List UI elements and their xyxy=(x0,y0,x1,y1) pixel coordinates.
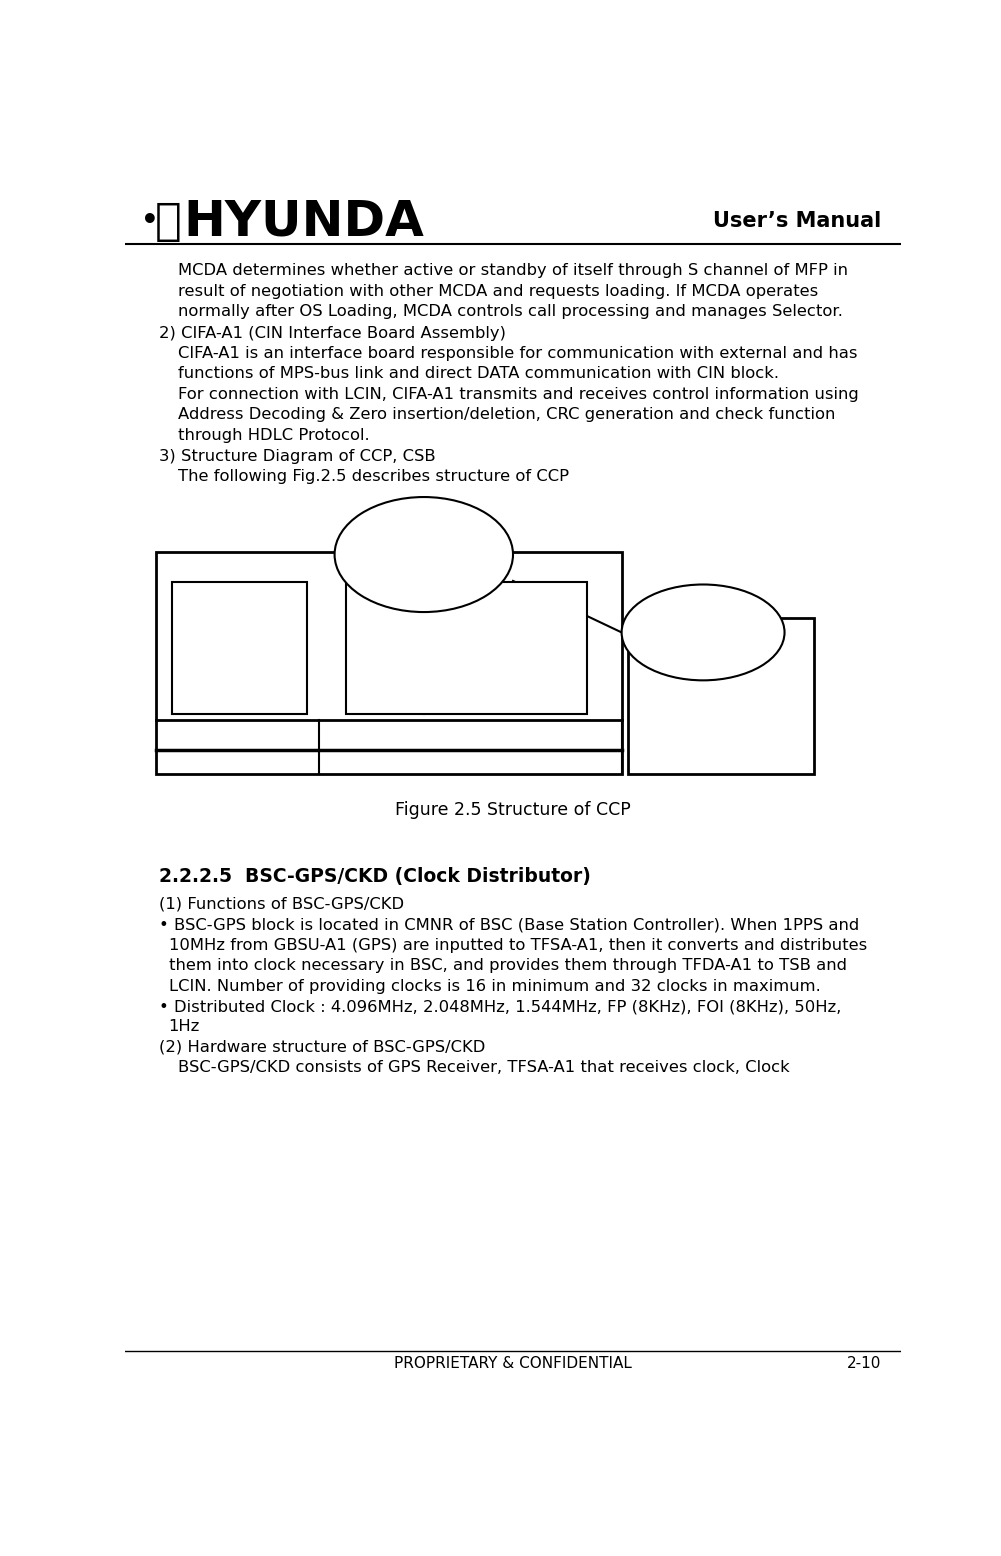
Text: CIFA-A1: CIFA-A1 xyxy=(435,641,497,655)
Text: HYUNDA: HYUNDA xyxy=(183,198,424,246)
Text: The following Fig.2.5 describes structure of CCP: The following Fig.2.5 describes structur… xyxy=(178,470,569,484)
Text: through HDLC Protocol.: through HDLC Protocol. xyxy=(178,428,369,442)
Text: 3) Structure Diagram of CCP, CSB: 3) Structure Diagram of CCP, CSB xyxy=(159,450,435,464)
Text: • BSC-GPS block is located in CMNR of BSC (Base Station Controller). When 1PPS a: • BSC-GPS block is located in CMNR of BS… xyxy=(159,918,860,932)
Text: normally after OS Loading, MCDA controls call processing and manages Selector.: normally after OS Loading, MCDA controls… xyxy=(178,303,843,319)
Text: 1Hz: 1Hz xyxy=(168,1019,200,1035)
Text: • Distributed Clock : 4.096MHz, 2.048MHz, 1.544MHz, FP (8KHz), FOI (8KHz), 50Hz,: • Distributed Clock : 4.096MHz, 2.048MHz… xyxy=(159,999,842,1015)
Text: BSC-GPS/CKD consists of GPS Receiver, TFSA-A1 that receives clock, Clock: BSC-GPS/CKD consists of GPS Receiver, TF… xyxy=(178,1060,790,1075)
Text: Address Decoding & Zero insertion/deletion, CRC generation and check function: Address Decoding & Zero insertion/deleti… xyxy=(178,408,835,422)
Text: PROPRIETARY & CONFIDENTIAL: PROPRIETARY & CONFIDENTIAL xyxy=(394,1357,632,1371)
Text: LCIN: LCIN xyxy=(405,548,442,562)
Text: 2) CIFA-A1 (CIN Interface Board Assembly): 2) CIFA-A1 (CIN Interface Board Assembly… xyxy=(159,325,507,341)
Text: LCIN. Number of providing clocks is 16 in minimum and 32 clocks in maximum.: LCIN. Number of providing clocks is 16 i… xyxy=(168,979,820,994)
Bar xyxy=(172,582,307,714)
Text: result of negotiation with other MCDA and requests loading. If MCDA operates: result of negotiation with other MCDA an… xyxy=(178,283,818,299)
Text: VSIA-C1: VSIA-C1 xyxy=(671,626,736,640)
Text: Figure 2.5 Structure of CCP: Figure 2.5 Structure of CCP xyxy=(395,801,631,820)
Text: 2-10: 2-10 xyxy=(847,1357,882,1371)
Bar xyxy=(628,618,814,773)
Text: them into clock necessary in BSC, and provides them through TFDA-A1 to TSB and: them into clock necessary in BSC, and pr… xyxy=(168,958,847,974)
Text: 2.2.2.5  BSC-GPS/CKD (Clock Distributor): 2.2.2.5 BSC-GPS/CKD (Clock Distributor) xyxy=(159,867,592,887)
Bar xyxy=(346,582,587,714)
Text: CIFA-A1 is an interface board responsible for communication with external and ha: CIFA-A1 is an interface board responsibl… xyxy=(178,345,858,361)
Bar xyxy=(156,552,622,773)
Text: 10MHz from GBSU-A1 (GPS) are inputted to TFSA-A1, then it converts and distribut: 10MHz from GBSU-A1 (GPS) are inputted to… xyxy=(168,938,867,952)
Text: (1) Functions of BSC-GPS/CKD: (1) Functions of BSC-GPS/CKD xyxy=(159,896,404,910)
Text: MSC: MSC xyxy=(703,714,739,730)
Ellipse shape xyxy=(622,585,785,680)
Text: MCDA: MCDA xyxy=(215,641,264,655)
Text: functions of MPS-bus link and direct DATA communication with CIN block.: functions of MPS-bus link and direct DAT… xyxy=(178,367,779,381)
Text: (2) Hardware structure of BSC-GPS/CKD: (2) Hardware structure of BSC-GPS/CKD xyxy=(159,1039,485,1055)
Text: User’s Manual: User’s Manual xyxy=(714,212,882,232)
Ellipse shape xyxy=(334,496,514,612)
Text: •: • xyxy=(140,207,158,235)
Text: MCDA determines whether active or standby of itself through S channel of MFP in: MCDA determines whether active or standb… xyxy=(178,263,848,279)
Text: For connection with LCIN, CIFA-A1 transmits and receives control information usi: For connection with LCIN, CIFA-A1 transm… xyxy=(178,387,859,401)
Text: ⦿: ⦿ xyxy=(154,201,181,243)
